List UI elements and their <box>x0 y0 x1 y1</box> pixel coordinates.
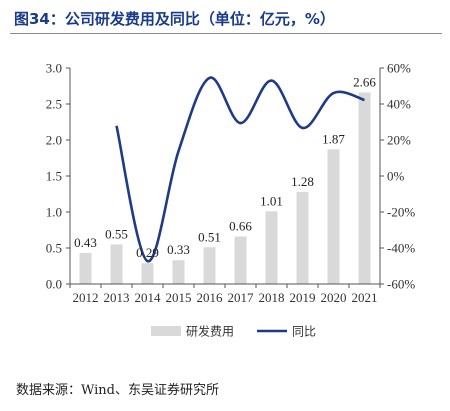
bar-2013 <box>110 244 123 284</box>
y-right-tick-label: -60% <box>387 277 415 292</box>
y-right-tick-label: 60% <box>387 61 411 76</box>
bar-2019 <box>296 191 309 284</box>
bar-2012 <box>79 253 92 284</box>
y-left-tick-label: 3.0 <box>46 61 62 76</box>
x-tick-label: 2019 <box>290 290 316 305</box>
x-tick-label: 2014 <box>135 290 162 305</box>
bar-value-label: 1.87 <box>322 131 345 146</box>
x-tick-label: 2012 <box>73 290 99 305</box>
bar-value-label: 0.29 <box>136 245 159 260</box>
bar-2021 <box>358 92 371 284</box>
y-left-tick-label: 0.5 <box>46 241 62 256</box>
y-left-tick-label: 1.5 <box>46 169 62 184</box>
y-right-tick-label: -20% <box>387 205 415 220</box>
source-note: 数据来源：Wind、东吴证券研究所 <box>16 383 219 398</box>
bar-value-label: 0.66 <box>229 218 252 233</box>
y-right-tick-label: 40% <box>387 97 411 112</box>
x-tick-label: 2018 <box>259 290 285 305</box>
legend-swatch-bar <box>151 326 181 336</box>
bar-2016 <box>203 247 216 284</box>
legend-label-bar: 研发费用 <box>186 324 234 339</box>
legend-label-line: 同比 <box>292 325 316 339</box>
bar-value-label: 1.01 <box>260 193 283 208</box>
chart-title: 图34：公司研发费用及同比（单位：亿元，%） <box>14 10 335 28</box>
bar-2020 <box>327 149 340 284</box>
y-right-tick-label: -40% <box>387 241 415 256</box>
x-tick-label: 2016 <box>197 290 224 305</box>
y-right-tick-label: 20% <box>387 133 411 148</box>
title-divider <box>10 33 442 34</box>
bar-value-label: 2.66 <box>353 74 376 89</box>
y-left-tick-label: 2.5 <box>46 97 62 112</box>
bar-2017 <box>234 236 247 284</box>
x-tick-label: 2020 <box>321 290 347 305</box>
bar-value-label: 1.28 <box>291 174 314 189</box>
bar-2018 <box>265 211 278 284</box>
bar-value-label: 0.33 <box>167 242 190 257</box>
y-right-tick-label: 0% <box>387 169 405 184</box>
y-left-tick-label: 1.0 <box>46 205 62 220</box>
x-tick-label: 2013 <box>104 290 130 305</box>
bar-2015 <box>172 260 185 284</box>
bar-value-label: 0.51 <box>198 229 221 244</box>
y-left-tick-label: 2.0 <box>46 133 62 148</box>
y-left-tick-label: 0.0 <box>46 277 62 292</box>
bar-value-label: 0.55 <box>105 226 128 241</box>
x-tick-label: 2021 <box>352 290 378 305</box>
yoy-line <box>115 76 365 263</box>
x-tick-label: 2017 <box>228 290 255 305</box>
bar-2014 <box>141 263 154 284</box>
x-tick-label: 2015 <box>166 290 192 305</box>
bar-value-label: 0.43 <box>74 235 97 250</box>
